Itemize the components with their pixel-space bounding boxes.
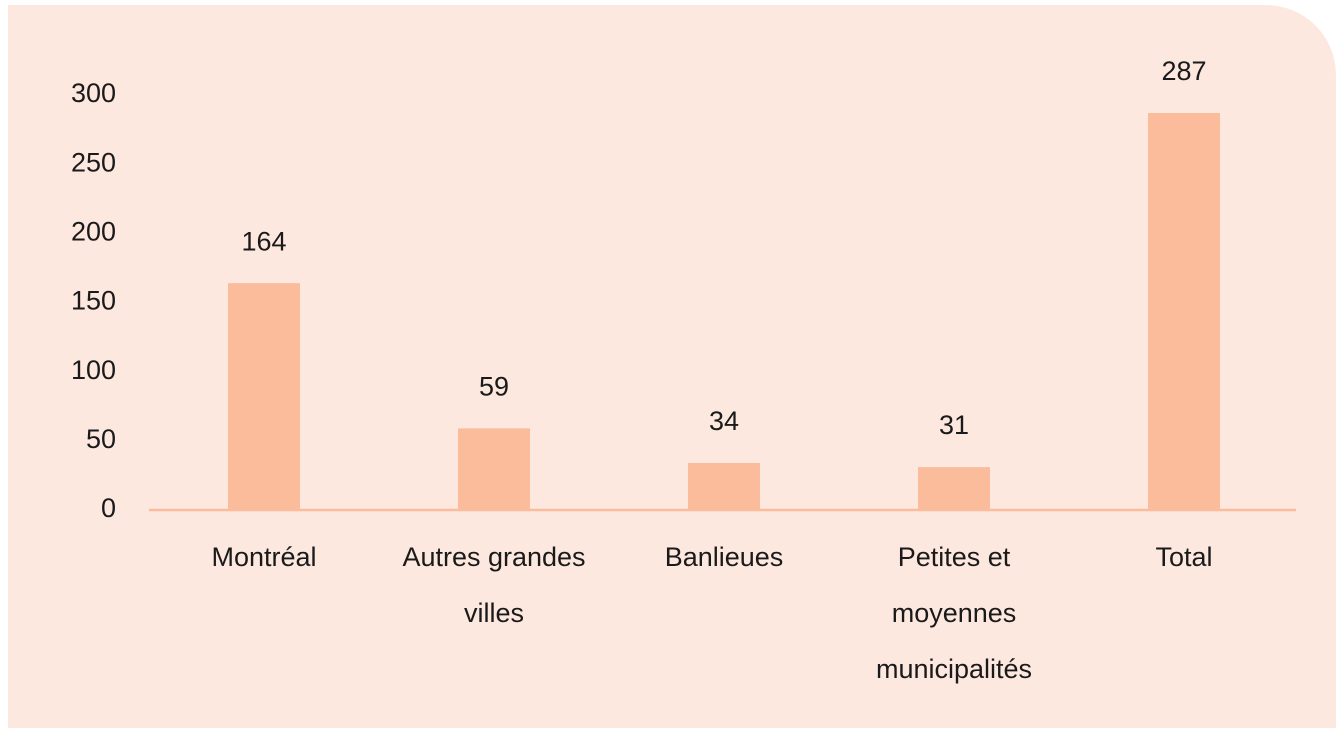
y-tick-label: 200 [71,216,116,246]
bar [688,462,760,510]
y-tick-label: 100 [71,355,116,385]
y-tick-label: 150 [71,286,116,316]
y-tick-label: 300 [71,78,116,108]
x-tick-label: Petites et moyennes municipalités [875,542,1033,684]
value-label: 59 [479,372,509,402]
y-tick-label: 50 [86,424,116,454]
bar [458,428,530,510]
value-label: 164 [241,226,286,256]
x-tick-label: Banlieues [664,542,784,572]
bar [1148,112,1220,510]
value-label: 34 [709,406,739,436]
y-tick-label: 0 [101,493,116,523]
value-label: 31 [939,410,969,440]
x-tick-label: Montréal [211,542,317,572]
y-tick-label: 250 [71,147,116,177]
value-label: 287 [1161,56,1206,86]
bar [228,283,300,510]
bar [918,467,990,510]
x-tick-label: Total [1155,542,1213,572]
x-tick-label: Autres grandes villes [402,542,586,628]
